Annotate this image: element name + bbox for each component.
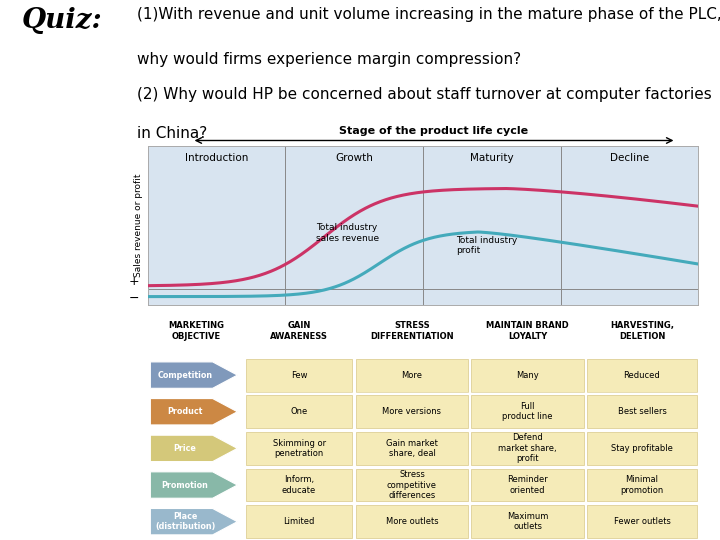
Bar [472, 505, 584, 538]
Text: Quiz:: Quiz: [22, 7, 102, 34]
Text: More versions: More versions [382, 407, 441, 416]
Text: MAINTAIN BRAND
LOYALTY: MAINTAIN BRAND LOYALTY [486, 321, 569, 341]
Text: More: More [402, 370, 423, 380]
Text: Price: Price [174, 444, 197, 453]
Text: Defend
market share,
profit: Defend market share, profit [498, 434, 557, 463]
Bar [246, 432, 353, 465]
Polygon shape [150, 399, 238, 425]
Text: in China?: in China? [137, 126, 207, 141]
Bar [587, 359, 697, 392]
Text: +: + [128, 275, 139, 288]
Text: Gain market
share, deal: Gain market share, deal [386, 438, 438, 458]
Polygon shape [150, 509, 238, 535]
Text: Inform,
educate: Inform, educate [282, 475, 316, 495]
Bar [356, 359, 468, 392]
Text: GAIN
AWARENESS: GAIN AWARENESS [270, 321, 328, 341]
Polygon shape [150, 435, 238, 462]
Bar [356, 395, 468, 428]
Text: STRESS
DIFFERENTIATION: STRESS DIFFERENTIATION [370, 321, 454, 341]
Text: Reduced: Reduced [624, 370, 660, 380]
Text: HARVESTING,
DELETION: HARVESTING, DELETION [610, 321, 674, 341]
Bar [356, 505, 468, 538]
Text: Reminder
oriented: Reminder oriented [508, 475, 548, 495]
Text: Few: Few [291, 370, 307, 380]
Bar [246, 395, 353, 428]
Text: Maturity: Maturity [470, 153, 513, 163]
Text: Best sellers: Best sellers [618, 407, 667, 416]
Text: Promotion: Promotion [162, 481, 209, 490]
Bar [246, 469, 353, 502]
Text: Skimming or
penetration: Skimming or penetration [272, 438, 325, 458]
Bar [472, 395, 584, 428]
Text: why would firms experience margin compression?: why would firms experience margin compre… [137, 52, 521, 67]
Text: (1)With revenue and unit volume increasing in the mature phase of the PLC,: (1)With revenue and unit volume increasi… [137, 7, 720, 22]
Text: Stress
competitive
differences: Stress competitive differences [387, 470, 437, 500]
Bar [587, 505, 697, 538]
Text: Stay profitable: Stay profitable [611, 444, 673, 453]
Text: Growth: Growth [336, 153, 373, 163]
Bar [472, 359, 584, 392]
Text: One: One [290, 407, 307, 416]
Polygon shape [150, 472, 238, 498]
Text: Competition: Competition [158, 370, 212, 380]
Bar [587, 432, 697, 465]
Text: Introduction: Introduction [185, 153, 248, 163]
Text: Many: Many [516, 370, 539, 380]
Text: Product: Product [168, 407, 203, 416]
Bar [587, 395, 697, 428]
Bar [472, 432, 584, 465]
Bar [356, 432, 468, 465]
Text: Total industry
profit: Total industry profit [456, 236, 517, 255]
Bar [246, 359, 353, 392]
Text: Minimal
promotion: Minimal promotion [621, 475, 664, 495]
Text: (2) Why would HP be concerned about staff turnover at computer factories: (2) Why would HP be concerned about staf… [137, 87, 711, 102]
Text: MARKETING
OBJECTIVE: MARKETING OBJECTIVE [168, 321, 224, 341]
Text: Full
product line: Full product line [503, 402, 553, 421]
Text: Fewer outlets: Fewer outlets [613, 517, 670, 526]
Text: Stage of the product life cycle: Stage of the product life cycle [339, 126, 528, 136]
Text: Total industry
sales revenue: Total industry sales revenue [315, 224, 379, 242]
Y-axis label: Sales revenue or profit: Sales revenue or profit [135, 174, 143, 277]
Text: Decline: Decline [610, 153, 649, 163]
Bar [356, 469, 468, 502]
Text: Place
(distribution): Place (distribution) [155, 512, 215, 531]
Text: More outlets: More outlets [386, 517, 438, 526]
Polygon shape [150, 362, 238, 388]
Text: Limited: Limited [284, 517, 315, 526]
Text: Maximum
outlets: Maximum outlets [507, 512, 549, 531]
Bar [472, 469, 584, 502]
Bar [246, 505, 353, 538]
Text: −: − [129, 292, 139, 305]
Bar [587, 469, 697, 502]
